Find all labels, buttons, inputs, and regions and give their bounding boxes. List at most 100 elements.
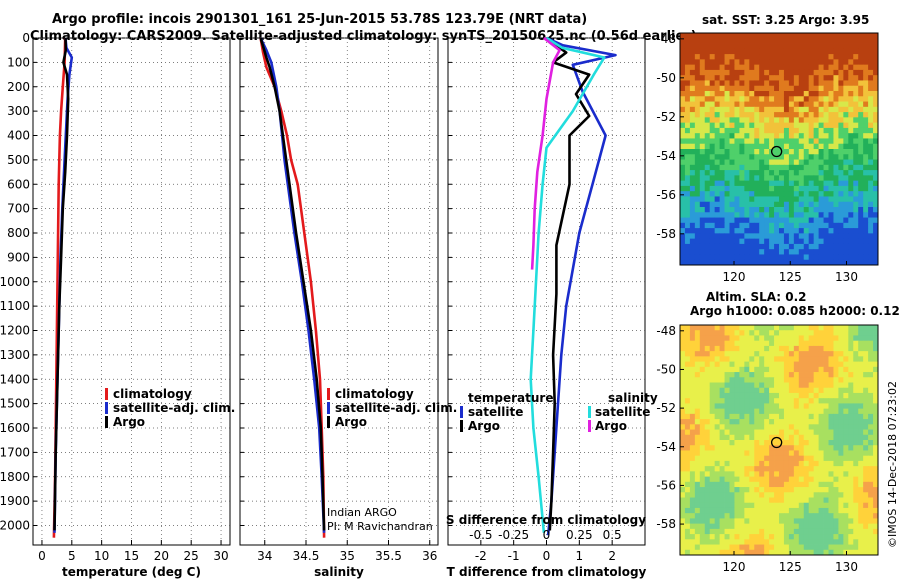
temperature-xtick-label-1: 5 <box>68 549 76 563</box>
depth-tick-label-400: 400 <box>7 129 30 143</box>
temperature-xtick-label-5: 25 <box>184 549 199 563</box>
salinity-annotation-line2: PI: M Ravichandran <box>327 520 433 533</box>
sla-map-frame <box>679 324 879 556</box>
depth-tick-label-1700: 1700 <box>0 445 30 459</box>
salinity-series-satellite-adj-clim- <box>259 37 326 533</box>
temperature-xtick-label-0: 0 <box>38 549 46 563</box>
depth-tick-label-2000: 2000 <box>0 519 30 533</box>
depth-tick-label-1400: 1400 <box>0 372 30 386</box>
sst-map-title: sat. SST: 3.25 Argo: 3.95 <box>702 13 870 27</box>
sla-xtick-label-0: 120 <box>723 560 746 574</box>
depth-tick-label-1900: 1900 <box>0 494 30 508</box>
difference-xtick-label-4: 2 <box>608 549 616 563</box>
depth-tick-label-900: 900 <box>7 250 30 264</box>
sla-ytick-label-0: -48 <box>656 324 676 338</box>
sla-map-title-line1: Altim. SLA: 0.2 <box>706 290 807 304</box>
difference-xtick-label-3: 1 <box>576 549 584 563</box>
salinity-xtick-label-0: 34 <box>257 549 272 563</box>
depth-tick-label-1200: 1200 <box>0 324 30 338</box>
salinity-legend-swatch-2 <box>327 416 330 428</box>
depth-tick-label-1600: 1600 <box>0 421 30 435</box>
sla-ytick-label-1: -50 <box>656 362 676 376</box>
salinity-legend-swatch-1 <box>327 402 330 414</box>
sla-ytick-label-2: -52 <box>656 401 676 415</box>
sst-ytick-label-3: -54 <box>656 149 676 163</box>
sst-xtick-label-1: 125 <box>779 270 802 284</box>
depth-tick-label-1500: 1500 <box>0 397 30 411</box>
diff-legend-temp-swatch-1 <box>460 420 463 432</box>
diff-legend-sal-label-0: satellite <box>595 405 650 419</box>
sst-map-frame <box>679 32 879 266</box>
diff-legend-temp-swatch-0 <box>460 406 463 418</box>
salinity-annotation-line1: Indian ARGO <box>327 506 397 519</box>
temperature-xtick-label-6: 30 <box>213 549 228 563</box>
temperature-xtick-label-2: 10 <box>94 549 109 563</box>
diff-top-xtick-label-4: 0.5 <box>603 528 622 542</box>
sla-xtick-label-1: 125 <box>779 560 802 574</box>
sst-ytick-label-1: -50 <box>656 71 676 85</box>
difference-xtick-label-0: -2 <box>475 549 487 563</box>
difference-xtick-label-1: -1 <box>508 549 520 563</box>
temperature-xlabel: temperature (deg C) <box>62 565 201 579</box>
depth-tick-label-200: 200 <box>7 80 30 94</box>
depth-tick-label-800: 800 <box>7 226 30 240</box>
sst-ytick-label-0: -48 <box>656 32 676 46</box>
salinity-legend-label-1: satellite-adj. clim. <box>335 401 457 415</box>
depth-tick-label-0: 0 <box>22 31 30 45</box>
sla-ytick-label-5: -58 <box>656 517 676 531</box>
salinity-xtick-label-1: 34.5 <box>293 549 320 563</box>
temperature-legend-swatch-1 <box>105 402 108 414</box>
difference-xlabel: T difference from climatology <box>447 565 647 579</box>
salinity-plot-frame <box>239 37 439 546</box>
depth-tick-label-1000: 1000 <box>0 275 30 289</box>
salinity-xtick-label-3: 35.5 <box>375 549 402 563</box>
depth-tick-label-600: 600 <box>7 177 30 191</box>
sst-map <box>680 33 879 266</box>
sst-ytick-label-4: -56 <box>656 188 676 202</box>
depth-tick-label-300: 300 <box>7 104 30 118</box>
depth-tick-label-1800: 1800 <box>0 470 30 484</box>
temperature-xtick-label-3: 15 <box>124 549 139 563</box>
figure-title-line2: Climatology: CARS2009. Satellite-adjuste… <box>30 29 697 44</box>
temperature-legend-label-0: climatology <box>113 387 192 401</box>
temperature-legend-label-2: Argo <box>113 415 145 429</box>
salinity-series-climatology <box>259 37 326 538</box>
temperature-xtick-label-4: 20 <box>154 549 169 563</box>
diff-top-xtick-label-2: 0 <box>543 528 551 542</box>
sla-xtick-label-2: 130 <box>835 560 858 574</box>
temperature-legend-swatch-2 <box>105 416 108 428</box>
depth-tick-label-100: 100 <box>7 55 30 69</box>
diff-legend-salinity-title: salinity <box>608 391 658 405</box>
salinity-legend-label-0: climatology <box>335 387 414 401</box>
difference-series-temperature-argo <box>545 36 591 531</box>
sst-ytick-label-5: -58 <box>656 227 676 241</box>
salinity-xtick-label-4: 36 <box>422 549 437 563</box>
sla-map-title-line2: Argo h1000: 0.085 h2000: 0.12 <box>690 304 900 318</box>
sla-ytick-label-4: -56 <box>656 478 676 492</box>
sst-xtick-label-2: 130 <box>835 270 858 284</box>
sst-ytick-label-2: -52 <box>656 110 676 124</box>
diff-legend-temp-label-0: satellite <box>468 405 523 419</box>
diff-top-xtick-label-1: -0.25 <box>498 528 529 542</box>
sst-xtick-label-0: 120 <box>723 270 746 284</box>
salinity-legend-swatch-0 <box>327 388 330 400</box>
diff-legend-sal-swatch-1 <box>588 420 591 432</box>
difference-xtick-label-2: 0 <box>543 549 551 563</box>
depth-tick-label-700: 700 <box>7 202 30 216</box>
depth-tick-label-1300: 1300 <box>0 348 30 362</box>
temperature-legend-label-1: satellite-adj. clim. <box>113 401 235 415</box>
imos-footer-stamp: ©IMOS 14-Dec-2018 07:23:02 <box>886 381 899 548</box>
diff-legend-sal-label-1: Argo <box>595 419 627 433</box>
depth-tick-label-500: 500 <box>7 153 30 167</box>
difference-series-temperature-satellite <box>545 36 617 536</box>
salinity-xtick-label-2: 35 <box>340 549 355 563</box>
diff-legend-temperature-title: temperature <box>468 391 553 405</box>
diff-top-xtick-label-0: -0.5 <box>469 528 492 542</box>
sla-argo-position-marker <box>770 436 783 449</box>
temperature-legend-swatch-0 <box>105 388 108 400</box>
diff-legend-temp-label-1: Argo <box>468 419 500 433</box>
figure-title-line1: Argo profile: incois 2901301_161 25-Jun-… <box>52 12 588 27</box>
sla-map <box>680 325 879 556</box>
